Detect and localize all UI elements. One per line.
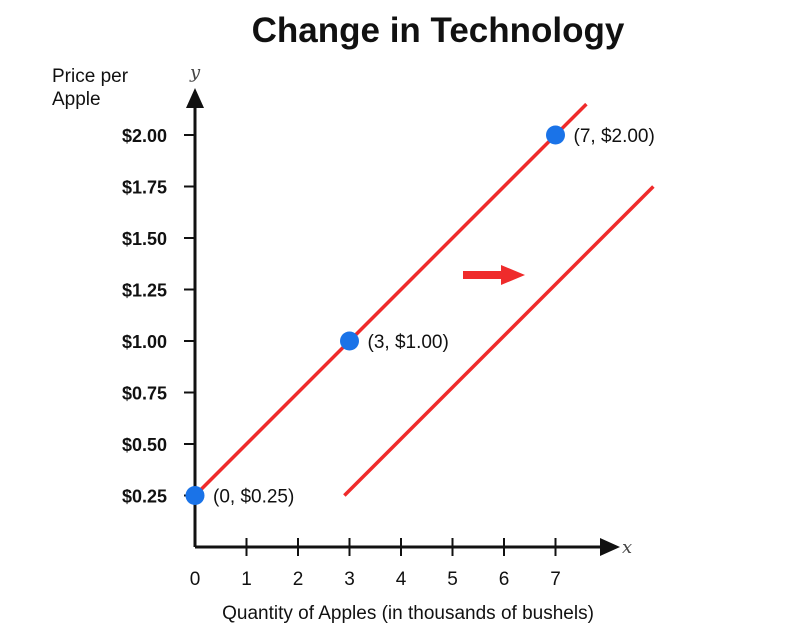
y-tick-label: $1.75 [122,178,167,198]
x-tick-label: 5 [447,569,458,590]
x-axis-arrowhead [600,538,620,556]
y-tick-label: $1.00 [122,332,167,352]
x-axis-variable: x [622,537,632,558]
x-tick-label: 4 [396,569,407,590]
y-tick-label: $0.25 [122,487,167,507]
data-point [185,486,205,505]
shift-arrow-head [501,265,525,285]
data-point-label: (7, $2.00) [574,126,655,147]
y-axis-arrowhead [186,88,204,108]
y-tick-label: $1.50 [122,229,167,249]
x-tick-label: 2 [293,569,304,590]
shift-arrow-shaft [463,271,505,279]
data-point-label: (0, $0.25) [213,487,294,508]
data-point [340,331,359,351]
x-tick-label: 7 [550,569,561,590]
y-axis-label-line-1: Price per [52,66,129,87]
data-points: (0, $0.25) (3, $1.00) (7, $2.00) [185,125,655,508]
x-tick-label: 6 [499,569,510,590]
chart-title: Change in Technology [252,11,625,50]
data-point [546,125,565,145]
y-tick-label: $1.25 [122,281,167,301]
x-ticks: 0 1 2 3 4 5 6 7 [190,538,561,590]
data-point-label: (3, $1.00) [368,332,449,353]
x-tick-label: 3 [344,569,355,590]
axes [186,88,620,556]
y-tick-label: $0.75 [122,384,167,404]
y-tick-label: $2.00 [122,126,167,146]
series-lines [193,102,655,497]
series-line-2 [343,185,655,497]
y-axis-variable: y [189,62,201,83]
y-tick-label: $0.50 [122,435,167,455]
x-tick-label: 0 [190,569,201,590]
x-axis-label: Quantity of Apples (in thousands of bush… [222,603,594,624]
y-axis-label-line-2: Apple [52,89,101,110]
y-ticks: $0.25 $0.50 $0.75 $1.00 $1.25 $1.50 $1.75 $2.00 [122,126,195,507]
series-line-1 [193,102,588,497]
x-tick-label: 1 [241,569,252,590]
shift-arrow [463,265,525,285]
